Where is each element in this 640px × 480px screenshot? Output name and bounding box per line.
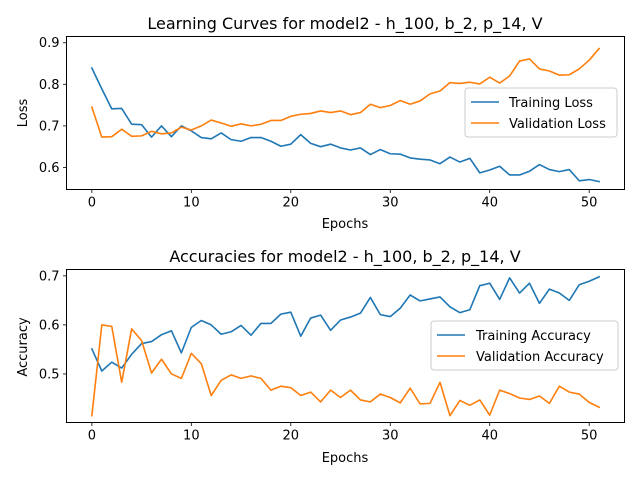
accuracy-x-tick-label: 10 (183, 429, 200, 444)
loss-series-training-loss-points (91, 68, 600, 182)
loss-series-layer (90, 47, 601, 183)
loss-chart-title: Learning Curves for model2 - h_100, b_2,… (147, 14, 542, 34)
accuracy-series-layer (90, 275, 601, 417)
loss-y-tick-label: 0.9 (39, 36, 60, 51)
loss-y-tick-label: 0.7 (39, 119, 60, 134)
loss-series-training-loss-line (90, 67, 601, 183)
loss-legend-box (464, 87, 618, 138)
accuracy-y-tick-label: 0.6 (39, 318, 60, 333)
accuracy-x-tick-label: 50 (581, 429, 598, 444)
accuracy-tick-layer: 0 10 20 30 40 50 0.5 0.6 0.7 (39, 269, 598, 443)
loss-legend-label-training: Training Loss (508, 96, 593, 111)
accuracy-legend-box (430, 320, 619, 371)
accuracy-subplot: Accuracies for model2 - h_100, b_2, p_14… (16, 247, 625, 466)
accuracy-series-validation-accuracy-points (91, 324, 600, 416)
loss-tick-layer: 0 10 20 30 40 50 0.6 0.7 0.8 0.9 (39, 36, 598, 210)
loss-legend-label-validation: Validation Loss (509, 117, 606, 132)
loss-x-tick-label: 0 (88, 196, 96, 211)
loss-x-axis-label: Epochs (322, 217, 369, 232)
loss-series-validation-loss-points (91, 48, 600, 138)
accuracy-legend-label-training: Training Accuracy (475, 329, 591, 344)
accuracy-x-axis-label: Epochs (322, 451, 369, 466)
loss-x-tick-label: 50 (581, 196, 598, 211)
accuracy-chart-title: Accuracies for model2 - h_100, b_2, p_14… (169, 247, 520, 267)
loss-x-tick-label: 40 (481, 196, 498, 211)
accuracy-legend: Training Accuracy Validation Accuracy (430, 320, 619, 371)
loss-x-tick-label: 20 (283, 196, 300, 211)
accuracy-legend-label-validation: Validation Accuracy (476, 350, 604, 365)
accuracy-y-axis-label: Accuracy (16, 317, 31, 377)
loss-plot-frame (66, 36, 625, 190)
loss-subplot: Learning Curves for model2 - h_100, b_2,… (16, 14, 625, 232)
accuracy-x-tick-label: 0 (88, 429, 96, 444)
loss-legend: Training Loss Validation Loss (464, 87, 618, 138)
accuracy-series-training-accuracy-points (91, 276, 600, 372)
loss-y-axis-label: Loss (16, 99, 31, 128)
accuracy-series-training-accuracy-line (90, 275, 601, 372)
loss-y-tick-label: 0.8 (39, 78, 60, 93)
accuracy-y-tick-label: 0.7 (39, 269, 60, 284)
accuracy-plot-frame (66, 269, 625, 423)
accuracy-x-tick-label: 40 (481, 429, 498, 444)
loss-series-validation-loss-line (90, 47, 601, 138)
accuracy-y-tick-label: 0.5 (39, 367, 60, 382)
accuracy-series-validation-accuracy-line (90, 324, 601, 417)
loss-y-tick-label: 0.6 (39, 161, 60, 176)
accuracy-x-tick-label: 30 (382, 429, 399, 444)
loss-x-tick-label: 10 (183, 196, 200, 211)
accuracy-x-tick-label: 20 (283, 429, 300, 444)
loss-x-tick-label: 30 (382, 196, 399, 211)
